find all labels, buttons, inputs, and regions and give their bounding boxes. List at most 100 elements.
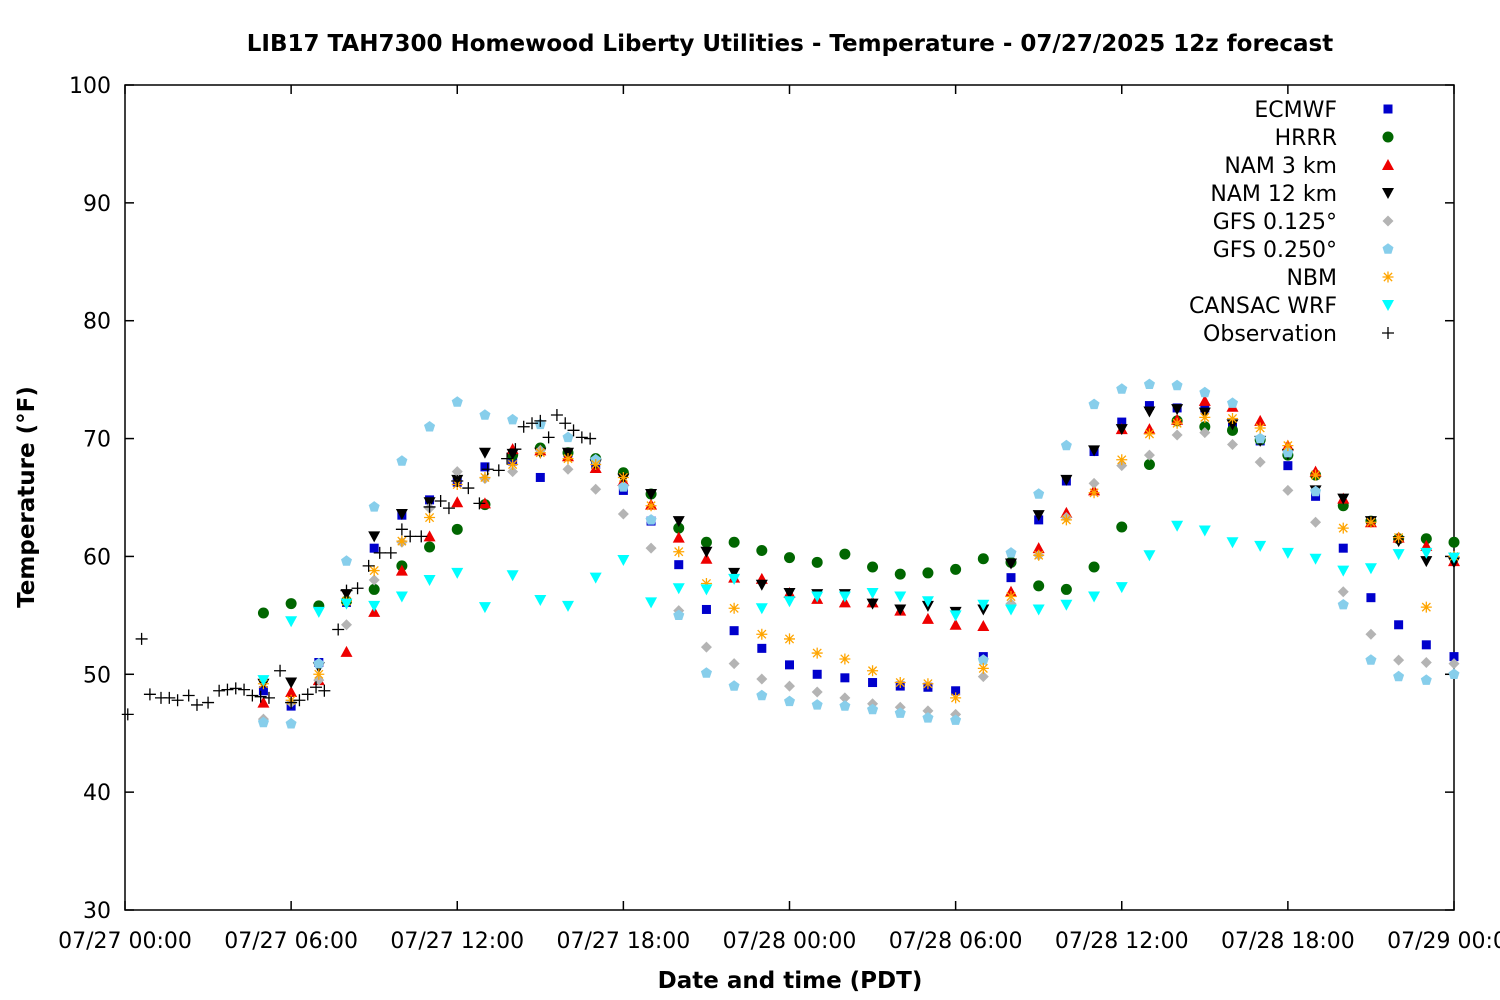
data-point-cansac-wrf (755, 603, 768, 615)
y-tick-label: 50 (83, 663, 111, 688)
data-point-ecmwf (480, 462, 490, 472)
data-point-hrrr (756, 545, 768, 557)
data-point-nam-12-km (783, 587, 796, 599)
data-point-cansac-wrf (1198, 525, 1211, 537)
legend: ECMWF HRRR NAM 3 km NAM 12 km GFS 0.125° GFS … (1189, 98, 1394, 347)
data-point-gfs-0-125 (1088, 477, 1100, 489)
data-point-hrrr (784, 552, 795, 564)
data-point-cansac-wrf (783, 596, 796, 608)
data-point-nbm (728, 602, 740, 614)
data-point-nam-12-km (1032, 510, 1045, 522)
data-point-gfs-0-125 (728, 658, 740, 670)
legend-label-hrrr: HRRR (1275, 126, 1337, 151)
data-point-nam-12-km (1420, 556, 1433, 568)
data-point-gfs-0-250 (1337, 599, 1349, 610)
data-point-cansac-wrf (1254, 540, 1267, 552)
data-point-observation (567, 424, 580, 437)
data-point-nam-12-km (894, 604, 907, 616)
data-point-nbm (479, 471, 491, 483)
data-point-observation (246, 689, 259, 702)
data-point-cansac-wrf (672, 583, 685, 595)
data-point-gfs-0-125 (562, 463, 574, 475)
data-point-gfs-0-250 (811, 699, 823, 710)
data-point-nam-12-km (395, 509, 408, 520)
data-point-cansac-wrf (285, 616, 298, 628)
data-point-ecmwf (535, 472, 545, 482)
data-point-gfs-0-250 (1448, 668, 1460, 679)
data-point-cansac-wrf (340, 598, 353, 610)
data-point-gfs-0-250 (950, 714, 962, 725)
data-point-nbm (590, 459, 602, 470)
data-point-gfs-0-250 (1088, 398, 1100, 410)
data-point-gfs-0-125 (700, 641, 712, 653)
data-point-gfs-0-125 (1310, 516, 1322, 528)
data-point-observation (301, 688, 314, 701)
legend-marker-nbm (1382, 271, 1394, 283)
data-point-ecmwf (258, 686, 268, 696)
data-point-nbm (396, 535, 408, 547)
data-point-gfs-0-250 (1005, 547, 1017, 558)
x-tick-label: 07/27 18:00 (556, 929, 690, 954)
data-point-cansac-wrf (1032, 604, 1045, 616)
data-point-nam-3-km (977, 619, 990, 631)
data-point-observation (293, 694, 306, 707)
legend-label-ecmwf: ECMWF (1254, 98, 1337, 123)
data-point-cansac-wrf (562, 600, 574, 612)
data-point-cansac-wrf (451, 567, 464, 579)
data-point-ecmwf (729, 626, 739, 636)
data-point-observation (143, 688, 156, 701)
data-point-gfs-0-125 (784, 680, 795, 692)
data-point-observation (332, 623, 345, 636)
series-gfs-0-250 (257, 378, 1460, 729)
data-point-gfs-0-250 (257, 716, 269, 728)
data-point-observation (340, 584, 353, 597)
data-point-nbm (1337, 522, 1349, 534)
data-point-nbm (507, 459, 519, 470)
data-point-gfs-0-250 (313, 657, 325, 669)
data-point-gfs-0-125 (645, 542, 657, 554)
legend-marker-gfs-0-125 (1382, 215, 1394, 227)
data-point-gfs-0-250 (1282, 446, 1294, 458)
series-observation (121, 409, 597, 721)
x-tick-label: 07/27 06:00 (224, 929, 358, 954)
data-point-nbm (1116, 454, 1128, 466)
data-point-cansac-wrf (506, 570, 519, 582)
data-point-cansac-wrf (645, 597, 658, 609)
data-point-hrrr (839, 548, 851, 560)
data-point-hrrr (1420, 533, 1432, 545)
data-point-ecmwf (369, 543, 379, 553)
data-point-observation (190, 698, 203, 711)
data-point-observation (163, 691, 176, 704)
data-point-nam-12-km (285, 677, 298, 689)
data-point-observation (310, 681, 323, 694)
data-point-cansac-wrf (1226, 537, 1239, 549)
data-point-gfs-0-125 (1227, 438, 1238, 450)
data-point-nam-12-km (1337, 493, 1350, 505)
data-point-gfs-0-250 (341, 555, 352, 566)
data-point-nam-3-km (423, 530, 436, 542)
data-point-cansac-wrf (368, 600, 381, 612)
legend-label-cansac-wrf: CANSAC WRF (1189, 294, 1337, 319)
data-points (121, 378, 1460, 729)
legend-marker-cansac-wrf (1382, 300, 1394, 311)
data-point-nam-3-km (1032, 542, 1045, 554)
data-point-observation (318, 684, 331, 697)
data-point-nbm (1254, 422, 1266, 434)
data-point-cansac-wrf (423, 575, 436, 586)
data-point-hrrr (368, 583, 380, 595)
data-point-gfs-0-125 (1365, 628, 1377, 640)
data-point-nbm (1365, 516, 1377, 528)
data-point-observation (575, 431, 588, 444)
data-point-cansac-wrf (728, 573, 741, 585)
data-point-nam-3-km (451, 496, 464, 508)
data-point-observation (501, 452, 514, 465)
data-point-gfs-0-250 (1420, 674, 1432, 685)
data-point-nam-3-km (921, 612, 934, 624)
data-point-cansac-wrf (866, 587, 879, 599)
data-point-gfs-0-250 (784, 695, 795, 707)
data-point-nbm (1088, 487, 1100, 499)
data-point-cansac-wrf (534, 595, 547, 607)
data-point-nam-12-km (700, 546, 713, 558)
data-point-cansac-wrf (1364, 563, 1377, 575)
data-point-observation (362, 559, 375, 572)
